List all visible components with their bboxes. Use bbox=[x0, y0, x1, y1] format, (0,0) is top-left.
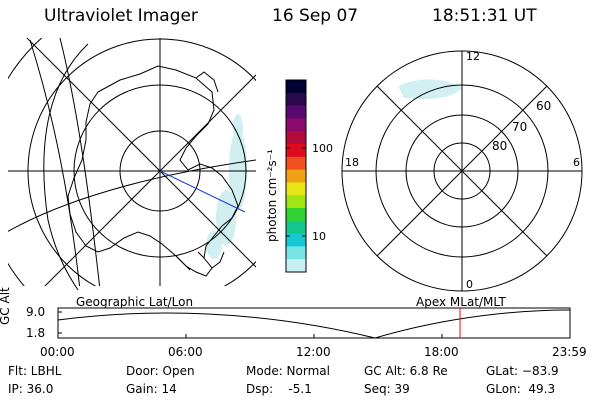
info-glon: GLon: 49.3 bbox=[486, 382, 556, 396]
instrument-title: Ultraviolet Imager bbox=[44, 6, 198, 26]
apex-panel-label: Apex MLat/MLT bbox=[416, 295, 506, 309]
geographic-map bbox=[8, 38, 256, 286]
colorbar-segment bbox=[286, 195, 306, 209]
altitude-curve bbox=[57, 309, 571, 339]
date-label: 16 Sep 07 bbox=[272, 6, 359, 26]
colorbar-segment bbox=[286, 208, 306, 222]
altitude-plot-frame bbox=[57, 307, 571, 339]
colorbar-segment bbox=[286, 105, 306, 119]
colorbar-segment bbox=[286, 80, 306, 94]
info-dsp: Dsp: -5.1 bbox=[246, 382, 312, 396]
xtick-0600: 06:00 bbox=[168, 345, 203, 359]
xtick-1200: 12:00 bbox=[296, 345, 331, 359]
colorbar-segment bbox=[286, 156, 306, 171]
colorbar-tick-100: 100 bbox=[312, 142, 333, 155]
info-glat: GLat: −83.9 bbox=[486, 364, 559, 378]
colorbar-unit-label: photon cm⁻²s⁻¹ bbox=[265, 149, 279, 242]
geo-limb bbox=[43, 43, 89, 291]
mlat-label-60: 60 bbox=[536, 99, 551, 113]
colorbar-segment bbox=[286, 144, 306, 158]
info-door: Door: Open bbox=[126, 364, 195, 378]
info-flt: Flt: LBHL bbox=[8, 364, 62, 378]
altitude-ytick-low: 1.8 bbox=[26, 326, 46, 340]
info-seq: Seq: 39 bbox=[364, 382, 410, 396]
time-label: 18:51:31 UT bbox=[432, 6, 537, 26]
altitude-ticks bbox=[58, 311, 443, 338]
colorbar-segment bbox=[286, 259, 306, 273]
apex-emission bbox=[398, 79, 462, 99]
info-gc-alt: GC Alt: 6.8 Re bbox=[364, 364, 448, 378]
apex-map bbox=[341, 50, 583, 292]
colorbar-tick-10: 10 bbox=[312, 230, 326, 243]
mlat-label-70: 70 bbox=[512, 120, 527, 134]
coastline bbox=[67, 65, 239, 277]
coastline-detail bbox=[175, 71, 225, 271]
mlt-label-18: 18 bbox=[345, 156, 359, 169]
colorbar-segment bbox=[286, 92, 306, 107]
mlt-label-0: 0 bbox=[466, 278, 473, 291]
colorbar-segment bbox=[286, 131, 306, 145]
info-gain: Gain: 14 bbox=[126, 382, 177, 396]
colorbar-segment bbox=[286, 118, 306, 132]
altitude-axis-label: GC Alt bbox=[0, 287, 12, 325]
colorbar-segment bbox=[286, 220, 306, 235]
colorbar-segment bbox=[286, 246, 306, 260]
magnetic-line bbox=[159, 170, 246, 213]
colorbar-segment bbox=[286, 182, 306, 196]
xtick-2359: 23:59 bbox=[552, 345, 587, 359]
colorbar-segment bbox=[286, 233, 306, 247]
mlat-label-80: 80 bbox=[492, 139, 507, 153]
info-ip: IP: 36.0 bbox=[8, 382, 54, 396]
info-mode: Mode: Normal bbox=[246, 364, 330, 378]
colorbar-segment bbox=[286, 169, 306, 183]
geo-panel-label: Geographic Lat/Lon bbox=[76, 295, 194, 309]
xtick-0000: 00:00 bbox=[40, 345, 75, 359]
xtick-1800: 18:00 bbox=[424, 345, 459, 359]
colorbar-frame bbox=[285, 79, 307, 273]
colorbar bbox=[285, 79, 307, 273]
mlt-label-6: 6 bbox=[573, 156, 580, 169]
mlt-label-12: 12 bbox=[466, 50, 480, 63]
altitude-ytick-high: 9.0 bbox=[26, 305, 46, 319]
auroral-emission bbox=[206, 114, 247, 259]
colorbar-ticks bbox=[286, 147, 306, 237]
